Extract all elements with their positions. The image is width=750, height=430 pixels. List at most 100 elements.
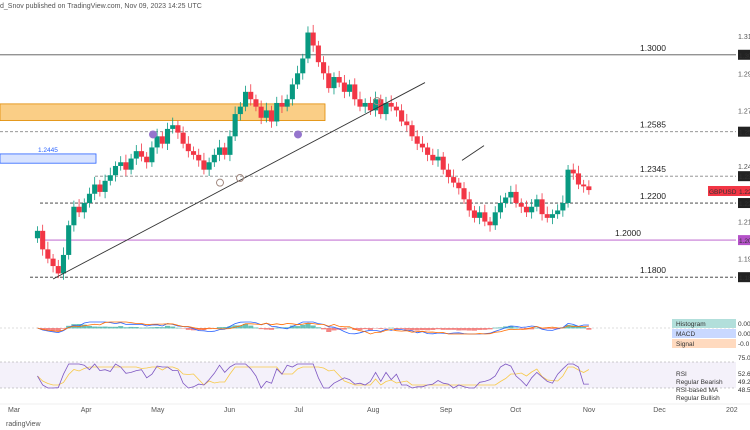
- macd-bar: [170, 326, 176, 329]
- macd-bar: [321, 328, 327, 330]
- candle-body: [159, 136, 165, 144]
- level-tag: [738, 235, 750, 246]
- level-tag: [738, 49, 750, 60]
- resistance-zone: [0, 103, 326, 121]
- candle-body: [341, 82, 347, 92]
- level-label: 1.2585: [640, 120, 666, 130]
- macd-bar: [118, 326, 124, 329]
- macd-bar: [123, 327, 129, 329]
- macd-bar: [144, 327, 150, 329]
- candle-body: [425, 147, 431, 155]
- y-tick-label: 1.24: [738, 164, 750, 171]
- candle-body: [513, 191, 519, 204]
- macd-legend-value: 0.00: [738, 331, 750, 338]
- rsi-legend-value: 49.2: [738, 379, 750, 386]
- macd-bar: [315, 327, 321, 329]
- x-tick-label: Nov: [583, 407, 596, 414]
- time-scale[interactable]: Mar Apr May Jun Jul Aug Sep Oct Nov Dec 202: [0, 403, 750, 414]
- rsi-legend-label: RSI: [676, 371, 687, 378]
- macd-bar: [159, 327, 165, 329]
- macd-bar: [451, 328, 457, 330]
- macd-bar: [284, 327, 290, 329]
- macd-legend-box: [672, 339, 736, 348]
- candle-body: [539, 199, 545, 215]
- marker-layer: [149, 97, 381, 187]
- macd-bar: [263, 328, 269, 330]
- macd-legend-label: Signal: [676, 341, 695, 348]
- macd-bar: [586, 328, 592, 330]
- candle-body: [440, 156, 446, 170]
- candle-body: [445, 169, 451, 178]
- level-label: 1.2345: [640, 164, 666, 174]
- candle-body: [258, 106, 264, 118]
- candle-body: [237, 106, 243, 115]
- level-tag-label: 1.18: [739, 275, 750, 282]
- macd-bar: [549, 328, 556, 329]
- candle-body: [331, 77, 337, 89]
- candle-body: [138, 151, 145, 157]
- candle-body: [253, 99, 259, 107]
- macd-bar: [347, 327, 353, 329]
- candle-body: [565, 169, 571, 204]
- y-tick-label: 1.31: [738, 34, 750, 41]
- candle-body: [211, 154, 217, 163]
- macd-bar: [133, 327, 139, 329]
- macd-bar: [222, 327, 228, 329]
- candle-layer: [34, 24, 592, 280]
- macd-bar: [55, 328, 61, 332]
- candle-body: [305, 32, 311, 59]
- candle-body: [466, 199, 472, 211]
- candle-body: [34, 230, 41, 239]
- level-tag-label: 1.25: [739, 130, 750, 137]
- level-tag: [738, 126, 750, 137]
- macd-bar: [86, 325, 93, 329]
- candle-body: [393, 106, 399, 111]
- symbol-tag: [708, 185, 738, 196]
- x-tick-label: Oct: [510, 407, 521, 414]
- macd-bar: [326, 328, 332, 332]
- candle-body: [419, 143, 425, 148]
- candle-body: [284, 99, 290, 107]
- macd-bar: [258, 328, 264, 330]
- candle-body: [274, 102, 280, 122]
- macd-bar: [482, 328, 488, 330]
- macd-bar: [456, 328, 462, 331]
- macd-bar: [102, 326, 108, 329]
- macd-bar: [237, 325, 243, 329]
- candle-body: [279, 102, 285, 107]
- candle-body: [201, 160, 207, 170]
- touch-marker: [236, 174, 244, 183]
- macd-bar: [440, 328, 446, 330]
- macd-bar: [154, 327, 160, 329]
- rsi-line: [37, 363, 589, 389]
- candle-body: [581, 184, 587, 187]
- candle-body: [227, 136, 233, 155]
- macd-bar: [513, 327, 519, 329]
- candle-body: [92, 184, 98, 194]
- macd-bar: [305, 323, 311, 329]
- macd-legend-box: [672, 319, 736, 328]
- candle-body: [112, 165, 119, 176]
- rsi-legend-label: Regular Bullish: [676, 395, 720, 402]
- candle-body: [560, 203, 566, 211]
- y-tick-label: 1.19: [738, 257, 750, 264]
- price-tag-label: 1.22: [739, 189, 750, 196]
- x-tick-label: Aug: [367, 407, 380, 414]
- price-scale[interactable]: 1.30 1.25 1.23 1.22 1.20 1.18 GBPUSD 1.22 1.31 1.…: [708, 34, 750, 283]
- candle-body: [435, 156, 441, 161]
- candle-body: [315, 45, 321, 63]
- candle-body: [71, 206, 77, 226]
- level-tag-label: 1.20: [739, 238, 750, 245]
- signal-line: [37, 321, 589, 335]
- level-tag: [738, 198, 750, 209]
- candle-body: [534, 199, 540, 207]
- rsi-legend-label: Regular Bearish: [676, 379, 723, 386]
- candle-body: [570, 169, 576, 174]
- macd-legend-value: -0.0: [738, 341, 750, 348]
- header-text: d_Snov published on TradingView.com, Nov…: [0, 3, 202, 10]
- bearish-marker: [149, 130, 157, 139]
- macd-bar: [60, 328, 67, 329]
- candle-body: [388, 102, 394, 107]
- x-tick-label: Jul: [294, 407, 303, 414]
- x-tick-label: Jun: [224, 407, 235, 414]
